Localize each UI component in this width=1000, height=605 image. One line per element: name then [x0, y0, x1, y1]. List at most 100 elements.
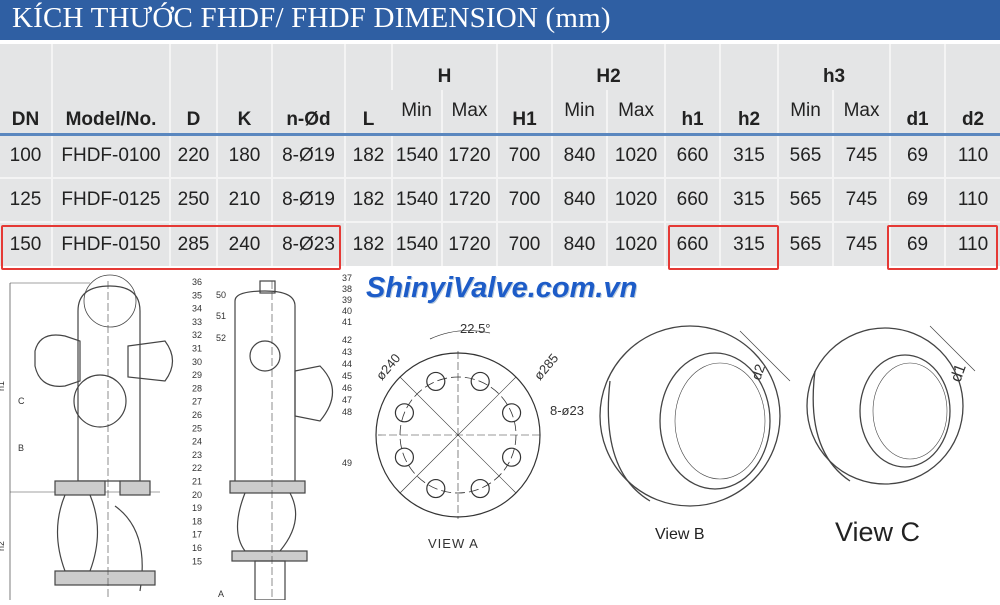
part-number-label: 42 — [342, 335, 352, 345]
table-cell: FHDF-0100 — [51, 134, 170, 178]
part-number-label: 20 — [192, 490, 202, 500]
part-number-label: 17 — [192, 530, 202, 540]
table-cell: 660 — [664, 222, 721, 266]
header-small-h3: h3 — [777, 44, 891, 90]
header-small-h2: h2 — [719, 44, 779, 134]
table-cell: 840 — [551, 134, 608, 178]
table-cell: 8-Ø19 — [271, 134, 345, 178]
part-number-label: 34 — [192, 304, 202, 314]
table-cell: 150 — [9, 233, 42, 255]
view-b-dim: d2 — [748, 362, 768, 382]
table-cell: 745 — [832, 222, 891, 266]
table-cell: 700 — [496, 134, 553, 178]
table-row: 150 FHDF-0150 285 240 8-Ø23 182 1540 1720 700 840… — [0, 222, 1000, 266]
table-cell: 315 — [719, 134, 779, 178]
table-cell: 1020 — [606, 134, 666, 178]
highlight-d1-d2 — [887, 225, 998, 270]
table-cell: 1540 — [391, 222, 442, 266]
table-cell: 315 — [719, 178, 779, 222]
part-number-label: 16 — [192, 543, 202, 553]
watermark-logo: ShinyiValve.com.vn — [366, 272, 638, 304]
table-cell: 180 — [216, 134, 272, 178]
bolt-hole — [394, 403, 415, 423]
table-cell: 565 — [777, 222, 834, 266]
part-number-label: 23 — [192, 450, 202, 460]
header-h: H — [390, 44, 498, 90]
dim-h2-label: h2 — [0, 541, 6, 551]
part-number-label: 43 — [342, 347, 352, 357]
bolt-hole — [470, 478, 490, 499]
part-number-label: 47 — [342, 395, 352, 405]
part-number-label: 51 — [216, 311, 226, 321]
highlight-model-150 — [1, 225, 341, 270]
part-number-label: 49 — [342, 458, 352, 468]
header-h-max: Max — [440, 90, 498, 134]
table-cell: 220 — [169, 134, 217, 178]
table-cell: 69 — [889, 134, 946, 178]
divider — [0, 40, 1000, 44]
table-cell: 125 — [9, 189, 42, 210]
part-number-label: 26 — [192, 410, 202, 420]
header-h2-min: Min — [551, 90, 608, 134]
dim-h1-label: h1 — [0, 381, 6, 391]
part-number-label: 52 — [216, 333, 226, 343]
part-number-label: 22 — [192, 463, 202, 473]
header-k: K — [216, 44, 272, 134]
table-cell: 840 — [551, 178, 608, 222]
table-cell: 565 — [777, 134, 834, 178]
part-number-label: 50 — [216, 290, 226, 300]
part-number-label: 19 — [192, 503, 202, 513]
header-h-min: Min — [401, 100, 432, 122]
view-b-coupling-drawing — [599, 325, 791, 507]
table-cell: 8-Ø23 — [271, 222, 345, 266]
table-cell: 210 — [216, 178, 272, 222]
part-number-label: 29 — [192, 370, 202, 380]
dimension-table: DN Model/No. D K n-Ød L H H1 H2 h1 h2 h3… — [0, 44, 1000, 266]
table-cell: 182 — [344, 222, 392, 266]
table-cell: FHDF-0150 — [51, 222, 170, 266]
table-cell: 69 — [889, 178, 946, 222]
part-number-label: 48 — [342, 407, 352, 417]
part-number-label: 44 — [342, 359, 352, 369]
header-nod: n-Ød — [271, 44, 345, 134]
technical-drawings: 36 35 34 33 32 31 30 29 28 27 26 25 24 23 22 21 20 19 18 17… — [0, 271, 1000, 601]
header-d1: d1 — [889, 44, 946, 134]
view-a-flange-drawing — [375, 330, 541, 519]
header-dn: DN — [11, 108, 40, 130]
table-cell: 745 — [832, 178, 891, 222]
letter-c: C — [18, 396, 25, 406]
header-d2: d2 — [944, 44, 1000, 134]
view-a-od: ø285 — [531, 351, 562, 383]
header-h1: H1 — [496, 44, 553, 134]
table-cell: 182 — [344, 134, 392, 178]
part-number-label: 18 — [192, 516, 202, 526]
part-number-label: 45 — [342, 371, 352, 381]
part-number-label: 28 — [192, 383, 202, 393]
table-cell: 110 — [944, 222, 1000, 266]
part-number-label: 30 — [192, 357, 202, 367]
header-h3-min: Min — [777, 90, 834, 134]
table-cell: 240 — [216, 222, 272, 266]
part-number-label: 46 — [342, 383, 352, 393]
header-model: Model/No. — [51, 44, 170, 134]
part-number-label: 33 — [192, 317, 202, 327]
view-a-angle: 22.5° — [460, 321, 491, 336]
highlight-h1-h2 — [668, 225, 779, 270]
part-number-label: 37 — [342, 273, 352, 283]
table-cell: 100 — [9, 145, 42, 167]
table-cell: 745 — [832, 134, 891, 178]
page-title: KÍCH THƯỚC FHDF/ FHDF DIMENSION (mm) — [0, 0, 1000, 40]
view-c-label: View C — [835, 517, 920, 547]
view-a-label: VIEW A — [428, 536, 479, 551]
part-number-label: 21 — [192, 477, 202, 487]
bolt-hole — [501, 403, 522, 423]
part-number-label: 39 — [342, 295, 352, 305]
table-cell: 700 — [496, 222, 553, 266]
table-cell: 1540 — [391, 178, 442, 222]
table-cell: 1540 — [391, 134, 442, 178]
part-number-label: 27 — [192, 397, 202, 407]
table-cell: 700 — [496, 178, 553, 222]
view-b-label: View B — [655, 526, 705, 543]
view-a-holes: 8-ø23 — [550, 403, 584, 418]
table-cell: 660 — [664, 134, 721, 178]
